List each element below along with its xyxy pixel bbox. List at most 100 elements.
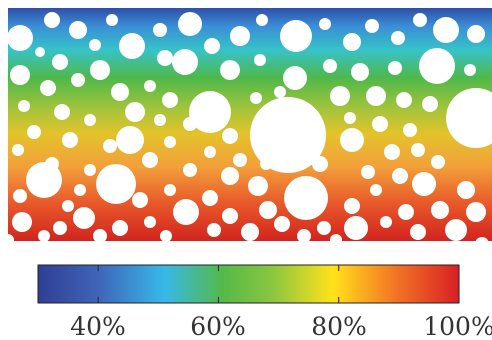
saturation-field — [8, 8, 492, 241]
inclusion-circle — [142, 152, 158, 168]
inclusion-circle — [283, 66, 307, 90]
inclusion-circle — [419, 48, 455, 84]
inclusion-circle — [260, 158, 272, 170]
inclusion-circle — [160, 230, 172, 241]
inclusion-circle — [388, 61, 402, 75]
inclusion-circle — [103, 139, 117, 153]
inclusion-circle — [157, 50, 173, 66]
tick-label-100: 100% — [423, 312, 492, 340]
inclusion-circle — [93, 229, 107, 241]
inclusion-circle — [330, 86, 350, 106]
inclusion-circle — [84, 164, 96, 176]
inclusion-circle — [431, 201, 449, 219]
inclusion-circle — [12, 212, 32, 232]
inclusion-circle — [365, 19, 379, 33]
inclusion-circle — [323, 59, 337, 73]
inclusion-circle — [69, 21, 87, 39]
inclusion-circle — [71, 73, 85, 87]
inclusion-circle — [178, 12, 202, 36]
inclusion-circle — [467, 25, 485, 43]
inclusion-circle — [183, 163, 197, 177]
inclusion-circle — [62, 132, 78, 148]
inclusion-circle — [248, 176, 268, 196]
inclusion-circle — [62, 200, 74, 212]
inclusion-circle — [411, 143, 425, 157]
inclusion-circle — [112, 220, 128, 236]
inclusion-circle — [106, 14, 118, 26]
inclusion-circle — [12, 144, 24, 156]
inclusion-circle — [132, 192, 148, 208]
tick-label-80: 80% — [311, 312, 367, 340]
inclusion-circle — [40, 80, 56, 96]
inclusion-circles — [8, 12, 492, 241]
inclusion-circle — [52, 54, 68, 70]
inclusion-circle — [446, 88, 492, 148]
inclusion-circle — [403, 123, 417, 137]
inclusion-circle — [125, 102, 145, 122]
colorbar-gradient — [37, 264, 460, 304]
inclusion-circle — [412, 172, 436, 196]
inclusion-circle — [89, 39, 101, 51]
inclusion-circle — [222, 208, 238, 224]
inclusion-circle — [274, 86, 286, 98]
inclusion-circle — [317, 221, 331, 235]
inclusion-circle — [475, 237, 489, 241]
inclusion-circle — [8, 234, 14, 241]
inclusion-circle — [183, 117, 197, 131]
inclusion-circle — [413, 13, 427, 27]
inclusion-circle — [392, 168, 408, 184]
inclusion-circle — [250, 92, 262, 104]
inclusion-circle — [343, 33, 361, 51]
inclusion-circle — [13, 189, 27, 203]
inclusion-circle — [119, 33, 145, 59]
inclusion-circle — [220, 60, 240, 80]
inclusion-circle — [259, 201, 277, 219]
inclusion-circle — [27, 125, 41, 139]
inclusion-circle — [319, 18, 331, 30]
inclusion-circle — [164, 136, 176, 148]
inclusion-circle — [84, 114, 96, 126]
inclusion-circle — [35, 47, 45, 57]
inclusion-circle — [351, 63, 369, 81]
inclusion-circle — [90, 60, 110, 80]
inclusion-circle — [38, 230, 50, 241]
inclusion-circle — [162, 92, 178, 108]
inclusion-circle — [96, 164, 136, 204]
inclusion-circle — [280, 20, 312, 52]
inclusion-circle — [230, 26, 250, 46]
inclusion-circle — [10, 65, 30, 85]
inclusion-circle — [154, 114, 166, 126]
inclusion-circle — [204, 146, 216, 158]
inclusion-circle — [372, 116, 388, 132]
inclusion-circle — [256, 14, 268, 26]
inclusion-circle — [312, 156, 328, 172]
inclusion-circle — [222, 128, 238, 144]
inclusion-circle — [340, 128, 364, 152]
inclusion-circle — [344, 198, 360, 214]
inclusion-circle — [233, 153, 247, 167]
inclusion-circle — [384, 144, 400, 160]
inclusion-circle — [410, 224, 426, 240]
inclusion-circle — [344, 112, 356, 124]
inclusion-circle — [8, 25, 33, 51]
inclusion-circle — [54, 104, 70, 120]
inclusion-circle — [361, 165, 375, 179]
inclusion-circle — [344, 216, 368, 240]
inclusion-circle — [464, 64, 476, 76]
inclusion-circle — [391, 31, 405, 45]
inclusion-circle — [330, 234, 342, 241]
inclusion-circle — [445, 219, 467, 241]
inclusion-circle — [172, 49, 198, 75]
inclusion-circle — [111, 83, 129, 101]
inclusion-circle — [73, 207, 95, 229]
inclusion-circle — [297, 229, 311, 241]
inclusion-circle — [207, 223, 221, 237]
colorbar: 40% 60% 80% 100% — [37, 264, 492, 340]
inclusion-circle — [274, 216, 290, 232]
inclusion-circle — [398, 204, 414, 220]
inclusion-circle — [457, 181, 475, 199]
inclusion-circle — [284, 176, 328, 220]
inclusion-circle — [26, 162, 62, 198]
inclusion-circle — [18, 100, 30, 112]
